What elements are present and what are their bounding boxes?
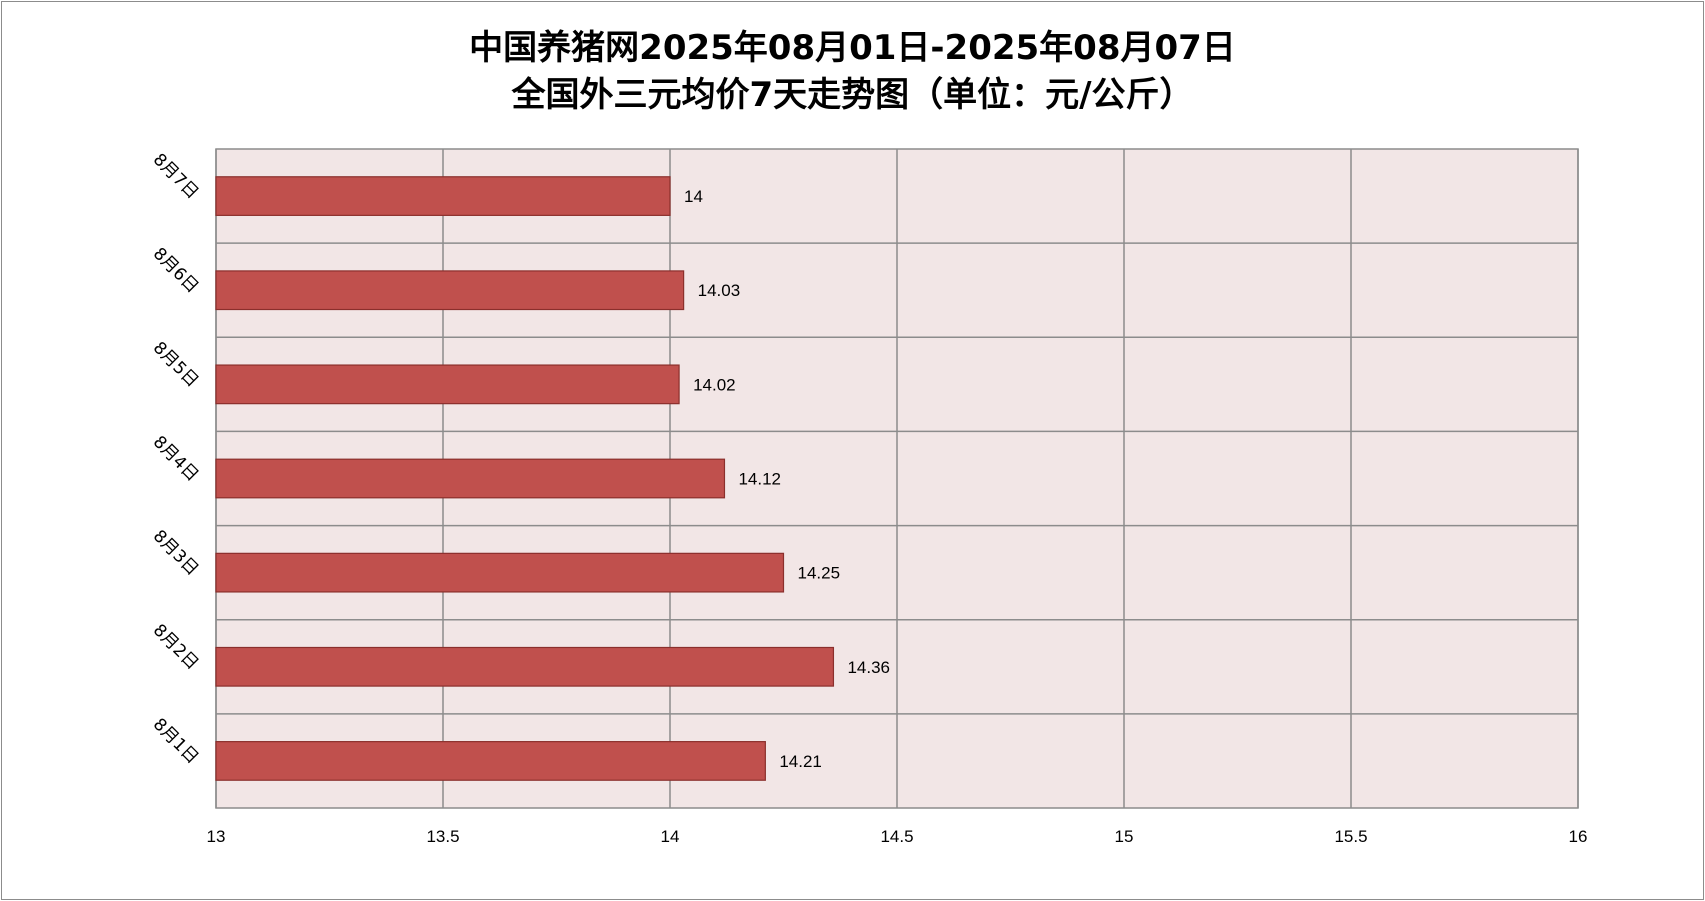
category-label: 8月5日 — [149, 338, 202, 391]
bar-value-label: 14.02 — [693, 375, 736, 394]
grid-lines — [215, 149, 1579, 808]
bar-value-label: 14.12 — [738, 470, 781, 489]
category-axis: 8月1日 8月2日 8月3日 8月4日 8月5日 8月6日 8月7日 — [149, 150, 202, 768]
bar — [215, 741, 766, 781]
bar-value-label: 14.25 — [798, 564, 841, 583]
bar-value-label: 14.21 — [779, 752, 822, 771]
bar — [215, 458, 726, 499]
chart-subtitle: 全国外三元均价7天走势图（单位：元/公斤） — [511, 75, 1194, 115]
x-tick-label: 15.5 — [1334, 827, 1367, 846]
x-tick-label: 16 — [1569, 827, 1588, 846]
bar — [215, 364, 680, 405]
bar — [215, 552, 785, 593]
x-tick-label: 13 — [207, 827, 226, 846]
bar-value-label: 14 — [684, 187, 703, 206]
bar — [215, 646, 835, 687]
bar-value-label: 14.03 — [698, 281, 741, 300]
x-tick-label: 14 — [661, 827, 680, 846]
category-label: 8月7日 — [149, 150, 202, 203]
chart-title: 中国养猪网2025年08月01日-2025年08月07日 — [469, 28, 1236, 68]
x-tick-label: 14.5 — [880, 827, 913, 846]
bar — [215, 176, 671, 216]
x-tick-label: 15 — [1115, 827, 1134, 846]
data-labels: 14.21 14.36 14.25 14.12 14.02 14.03 14 — [684, 187, 890, 771]
category-label: 8月6日 — [149, 244, 202, 297]
bar-value-label: 14.36 — [847, 658, 890, 677]
category-label: 8月4日 — [149, 432, 202, 485]
category-label: 8月3日 — [149, 526, 202, 579]
category-label: 8月2日 — [149, 620, 202, 673]
category-label: 8月1日 — [149, 715, 202, 768]
x-tick-label: 13.5 — [426, 827, 459, 846]
bar-series — [215, 176, 835, 781]
bar — [215, 270, 685, 311]
value-axis: 13 13.5 14 14.5 15 15.5 16 — [207, 827, 1588, 846]
